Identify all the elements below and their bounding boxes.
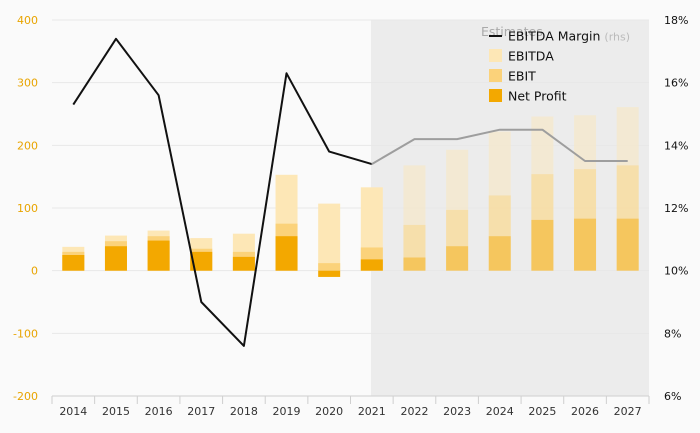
x-tick-label: 2015 xyxy=(102,405,130,418)
net-profit-bar xyxy=(190,251,213,271)
x-tick-label: 2018 xyxy=(230,405,258,418)
y-right-tick-label: 14% xyxy=(664,139,688,152)
net-profit-bar xyxy=(574,218,597,271)
x-tick-label: 2019 xyxy=(273,405,301,418)
legend: EBITDA Margin (rhs) EBITDA EBIT Net Profit xyxy=(489,29,630,104)
ebitda-bar xyxy=(488,131,511,271)
net-profit-bar xyxy=(232,256,255,271)
x-tick-label: 2017 xyxy=(187,405,215,418)
x-tick-label: 2026 xyxy=(571,405,599,418)
ebit-bar xyxy=(488,195,511,271)
y-left-tick-label: 100 xyxy=(17,202,38,215)
ebitda-bar xyxy=(403,165,426,271)
y-right-tick-label: 16% xyxy=(664,77,688,90)
ebitda-margin-line-estimate xyxy=(371,128,628,165)
ebitda-bar xyxy=(318,203,341,271)
x-tick-label: 2025 xyxy=(528,405,556,418)
x-tick-label: 2023 xyxy=(443,405,471,418)
net-profit-bar xyxy=(616,218,639,271)
x-tick-label: 2027 xyxy=(614,405,642,418)
ebit-bar xyxy=(446,209,469,271)
net-profit-bar xyxy=(360,259,383,271)
legend-label-ebitda: EBITDA xyxy=(508,49,554,64)
y-left-tick-label: 300 xyxy=(17,77,38,90)
x-tick-label: 2022 xyxy=(400,405,428,418)
y-left-tick-label: -100 xyxy=(13,327,38,340)
x-tick-label: 2016 xyxy=(145,405,173,418)
ebit-bar xyxy=(318,263,341,271)
x-axis: 2014 2015 2016 2017 2018 2019 2020 2021 2022 2023… xyxy=(51,395,650,418)
net-profit-bar xyxy=(147,240,170,271)
ebitda-bar xyxy=(616,107,639,271)
net-profit-bar xyxy=(531,219,554,271)
legend-rhs-note: (rhs) xyxy=(604,31,630,44)
ebitda-margin-line-actual xyxy=(72,37,373,347)
net-profit-bar xyxy=(62,255,85,271)
x-tick-label: 2014 xyxy=(59,405,87,418)
y-right-tick-label: 10% xyxy=(664,265,688,278)
net-profit-bar xyxy=(446,246,469,271)
ebitda-bar xyxy=(446,149,469,271)
legend-label-ebit: EBIT xyxy=(508,69,536,84)
x-tick-label: 2020 xyxy=(315,405,343,418)
legend-swatch-net-profit xyxy=(489,89,502,102)
y-right-tick-label: 8% xyxy=(664,327,681,340)
net-profit-bar xyxy=(275,236,298,271)
y-right-tick-label: 6% xyxy=(664,390,681,403)
net-profit-bar xyxy=(403,257,426,271)
x-tick-label: 2021 xyxy=(358,405,386,418)
legend-swatch-ebit xyxy=(489,69,502,82)
net-profit-bar xyxy=(318,270,341,277)
ebitda-margin-line xyxy=(72,37,628,347)
net-profit-bar xyxy=(488,236,511,271)
y-right-tick-label: 18% xyxy=(664,14,688,27)
ebitda-bar xyxy=(531,116,554,271)
y-left-tick-label: 400 xyxy=(17,14,38,27)
ebit-bar xyxy=(403,224,426,271)
net-profit-bar xyxy=(104,246,127,271)
legend-label-net-profit: Net Profit xyxy=(508,89,567,104)
ebit-bar xyxy=(531,174,554,271)
legend-swatch-ebitda xyxy=(489,49,502,62)
ebit-bar xyxy=(616,165,639,271)
bars xyxy=(62,107,639,277)
legend-label-ebitda-margin: EBITDA Margin (rhs) xyxy=(508,29,630,44)
y-right-tick-label: 12% xyxy=(664,202,688,215)
y-left-tick-label: 0 xyxy=(31,265,38,278)
y-axis-right: 6% 8% 10% 12% 14% 16% 18% xyxy=(664,14,688,403)
y-left-tick-label: -200 xyxy=(13,390,38,403)
y-axis-left: -200 -100 0 100 200 300 400 xyxy=(13,14,38,403)
ebit-bar xyxy=(574,169,597,271)
ebitda-bar xyxy=(574,115,597,271)
x-tick-label: 2024 xyxy=(486,405,514,418)
y-left-tick-label: 200 xyxy=(17,139,38,152)
